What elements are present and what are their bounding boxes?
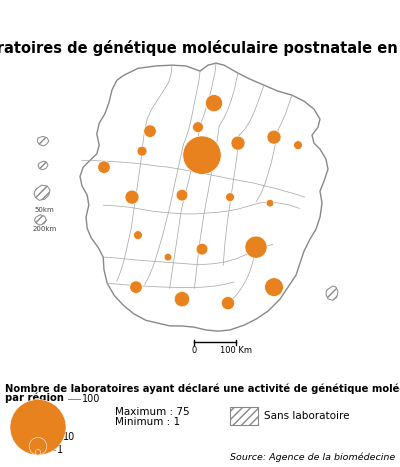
Circle shape xyxy=(98,161,110,173)
Text: Source: Agence de la biomédecine: Source: Agence de la biomédecine xyxy=(230,453,395,462)
Text: Nombre de laboratoires ayant déclaré une activité de génétique moléculaire: Nombre de laboratoires ayant déclaré une… xyxy=(5,383,400,394)
Text: Maximum : 75: Maximum : 75 xyxy=(115,407,190,417)
Text: 0: 0 xyxy=(191,347,197,355)
Text: Laboratoires de génétique moléculaire postnatale en 2010: Laboratoires de génétique moléculaire po… xyxy=(0,40,400,56)
Text: 1: 1 xyxy=(57,445,63,454)
Circle shape xyxy=(231,136,245,150)
Circle shape xyxy=(10,399,66,455)
Polygon shape xyxy=(34,215,46,225)
Circle shape xyxy=(192,122,204,133)
Text: 100 Km: 100 Km xyxy=(220,347,252,355)
Circle shape xyxy=(221,297,235,310)
Text: 100: 100 xyxy=(82,395,100,404)
Circle shape xyxy=(130,281,142,293)
Polygon shape xyxy=(38,161,48,170)
Circle shape xyxy=(35,450,41,455)
Circle shape xyxy=(144,125,156,137)
Circle shape xyxy=(164,253,172,261)
Circle shape xyxy=(183,136,221,174)
Polygon shape xyxy=(326,286,338,300)
FancyBboxPatch shape xyxy=(230,407,258,425)
Polygon shape xyxy=(37,136,49,146)
Circle shape xyxy=(264,278,284,297)
Circle shape xyxy=(125,190,139,204)
Circle shape xyxy=(176,189,188,201)
Text: Sans laboratoire: Sans laboratoire xyxy=(264,411,350,421)
Circle shape xyxy=(294,141,302,149)
Circle shape xyxy=(137,146,147,156)
Text: 200km: 200km xyxy=(33,226,57,232)
Circle shape xyxy=(174,291,190,307)
Circle shape xyxy=(29,438,47,455)
Circle shape xyxy=(206,94,222,112)
Polygon shape xyxy=(80,63,328,331)
Text: par région: par région xyxy=(5,393,64,403)
Circle shape xyxy=(196,243,208,255)
Circle shape xyxy=(245,236,267,258)
Circle shape xyxy=(267,130,281,144)
Circle shape xyxy=(134,231,142,240)
Text: 10: 10 xyxy=(63,432,75,443)
Circle shape xyxy=(266,199,274,207)
Circle shape xyxy=(226,193,234,202)
Text: Minimum : 1: Minimum : 1 xyxy=(115,417,180,427)
Text: 50km: 50km xyxy=(34,207,54,213)
Polygon shape xyxy=(34,185,50,200)
